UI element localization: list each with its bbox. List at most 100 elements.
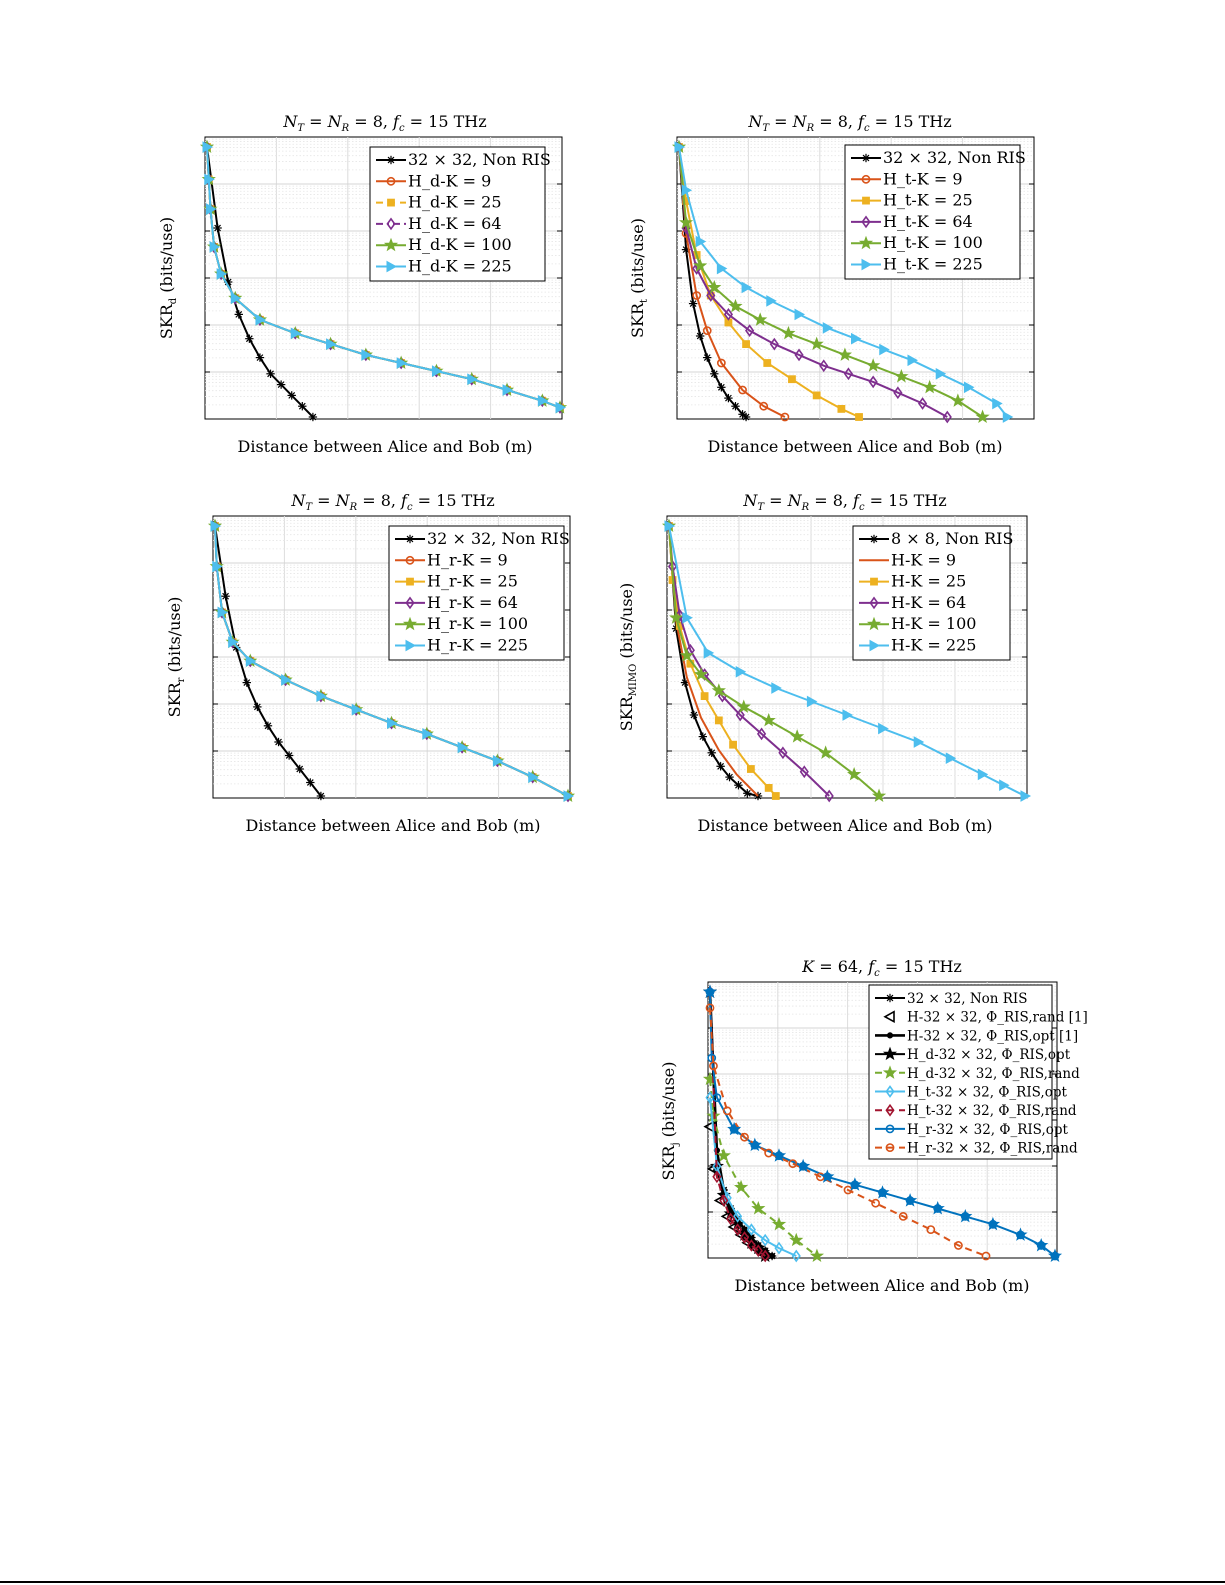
data-point [210, 520, 222, 532]
data-point [794, 308, 806, 321]
data-point [769, 337, 779, 351]
legend-entry: H_r-K = 25 [395, 572, 518, 591]
series-5 [664, 520, 1032, 802]
legend-label: H_t-K = 100 [883, 233, 983, 252]
legend-label: 32 × 32, Non RIS [427, 529, 570, 548]
legend-entry: H_t-K = 225 [851, 255, 983, 274]
data-point [847, 766, 862, 781]
data-point [735, 665, 747, 678]
legend-entry: H_t-32 × 32, Φ_RIS,rand [875, 1103, 1077, 1119]
data-point [405, 555, 415, 565]
data-point [674, 141, 686, 153]
data-point [202, 141, 214, 153]
data-point [212, 560, 223, 573]
data-point [213, 223, 222, 233]
data-point [230, 292, 242, 305]
data-point [898, 1212, 908, 1221]
data-point [866, 358, 881, 372]
legend-t: 32 × 32, Non RIS H_t-K = 9 H_t-K = 25 H_t-K… [844, 144, 1026, 280]
legend-box [844, 144, 1021, 280]
data-point [693, 258, 708, 272]
data-point [866, 616, 882, 631]
series-9 [702, 984, 1063, 1263]
data-point [743, 789, 752, 798]
y-axis-label-mimo: SKRMIMO (bits/use) [617, 583, 639, 732]
legend-entry: H_d-K = 225 [376, 257, 512, 276]
legend-entry: H_d-K = 100 [376, 235, 512, 254]
data-point [216, 268, 228, 280]
data-point [266, 369, 275, 378]
data-point [308, 412, 318, 422]
data-point [234, 310, 243, 319]
data-point [716, 358, 726, 368]
data-point [702, 984, 718, 999]
data-point [702, 326, 712, 335]
data-point [742, 340, 750, 349]
data-point [885, 993, 895, 1003]
legend-label: H_d-K = 9 [408, 171, 491, 190]
data-point [778, 746, 788, 760]
data-point [885, 1103, 895, 1117]
data-point [709, 1061, 718, 1071]
series-0 [210, 521, 326, 801]
data-point [681, 184, 693, 197]
data-point [422, 728, 433, 740]
y-axis-label-r: SKRr (bits/use) [165, 597, 187, 718]
panel-mimo-title: NT = NR = 8, fc = 15 THz [742, 491, 946, 513]
x-axis-label-j: Distance between Alice and Bob (m) [735, 1276, 1030, 1295]
data-point [926, 1225, 936, 1234]
data-point [861, 174, 871, 184]
legend-box [388, 525, 565, 661]
panel-skr-mimo: NT = NR = 8, fc = 15 THz Distance betwee… [617, 491, 1032, 835]
legend-label: 32 × 32, Non RIS [883, 148, 1026, 167]
legend-label: H_d-K = 225 [408, 257, 512, 276]
data-point [703, 353, 712, 362]
legend-entry: H-K = 100 [859, 614, 976, 633]
x-axis-label-mimo: Distance between Alice and Bob (m) [698, 816, 993, 835]
legend-label: H_t-K = 9 [883, 169, 963, 188]
data-point [753, 1244, 763, 1258]
data-point [746, 1223, 756, 1236]
data-point [977, 768, 989, 781]
data-point [992, 397, 1003, 410]
legend-label: H_r-K = 64 [427, 593, 518, 612]
y-axis-label-d: SKRd (bits/use) [157, 217, 179, 339]
data-point [717, 383, 726, 392]
data-point [204, 173, 215, 186]
legend-label: H_t-32 × 32, Φ_RIS,rand [907, 1103, 1077, 1119]
data-point [457, 741, 469, 754]
data-point [733, 1210, 743, 1223]
data-point [555, 401, 567, 414]
data-point [837, 347, 852, 361]
data-point [678, 215, 694, 229]
data-point [253, 702, 262, 712]
legend-entry: 32 × 32, Non RIS [875, 991, 1028, 1007]
data-point [1013, 1227, 1028, 1241]
data-point [326, 338, 337, 350]
legend-entry: H_d-32 × 32, Φ_RIS,rand [875, 1065, 1080, 1082]
series-line [214, 525, 569, 797]
legend-label: H_r-K = 225 [427, 636, 528, 655]
data-point [771, 1148, 787, 1162]
series-line [709, 1007, 987, 1257]
data-point [705, 1003, 715, 1013]
legend-label: H-K = 100 [891, 614, 976, 633]
data-point [875, 1185, 890, 1199]
data-point [467, 373, 478, 386]
data-point [664, 520, 676, 532]
data-point [882, 1046, 898, 1061]
legend-entry: H-K = 225 [859, 636, 976, 655]
data-point [842, 709, 854, 721]
legend-entry: H_t-K = 64 [851, 212, 973, 231]
data-point [692, 291, 702, 300]
data-point [707, 279, 722, 294]
data-point [799, 765, 809, 779]
legend-label: 32 × 32, Non RIS [408, 150, 551, 169]
legend-label: H_r-K = 9 [427, 550, 508, 569]
legend-entry: H_t-32 × 32, Φ_RIS,opt [875, 1085, 1067, 1101]
legend-label: H_t-K = 225 [883, 255, 983, 274]
legend-entry: H_d-K = 25 [376, 193, 502, 212]
series-group-d [199, 139, 568, 422]
legend-label: H_r-K = 100 [427, 614, 528, 633]
data-point [788, 1159, 798, 1168]
